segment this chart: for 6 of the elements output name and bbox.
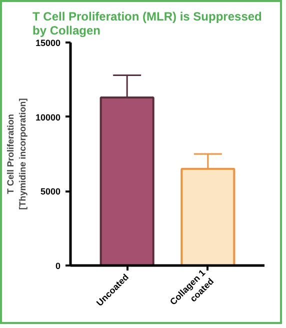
y-axis-title: T Cell Proliferation [Thymidine incorporation] (5, 98, 28, 210)
chart-title: T Cell Proliferation (MLR) is Suppressed by Collagen (32, 10, 262, 38)
y-tick-label: 5000 (40, 186, 61, 197)
y-tick-label: 10000 (35, 112, 61, 122)
y-tick-label: 15000 (35, 38, 61, 48)
y-tick-label: 0 (55, 261, 61, 271)
